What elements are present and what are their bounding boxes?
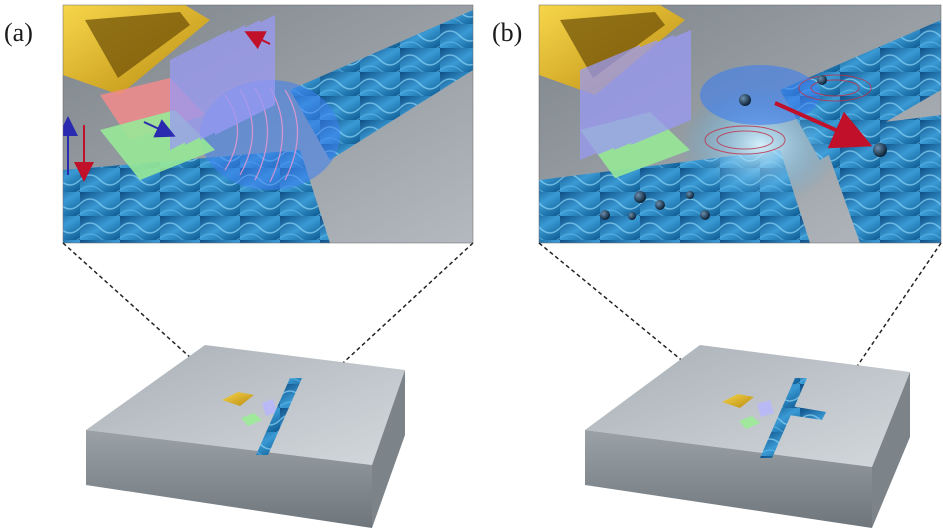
chip-transducer-blue (757, 400, 774, 417)
inset-frame-b (538, 4, 942, 244)
chip-horn (222, 392, 254, 406)
chip-channel (256, 378, 302, 455)
panel-label-a: (a) (4, 18, 33, 47)
chip-horn (722, 394, 754, 408)
chip-channel-branch (782, 405, 826, 420)
zoom-inset-b (539, 5, 941, 243)
gold-horn-inner (560, 12, 665, 78)
chip-a (86, 345, 405, 528)
orbit-rings (704, 74, 872, 155)
chip-transducer-green (739, 416, 760, 429)
particles (600, 75, 887, 220)
chip-b (585, 345, 910, 528)
arrow-red-top (244, 31, 271, 50)
chip-transducer-blue (262, 399, 277, 416)
arrow-red-transport (774, 101, 873, 149)
arrow-blue-diagonal (143, 119, 176, 138)
panel-label-b: (b) (492, 18, 523, 47)
transducer-plates (580, 30, 691, 160)
chip-transducer-green (241, 413, 262, 426)
gold-horn-inner (85, 12, 190, 78)
inset-frame-a (62, 4, 474, 244)
chip-channel (760, 378, 807, 458)
zoom-inset-a (63, 5, 473, 243)
